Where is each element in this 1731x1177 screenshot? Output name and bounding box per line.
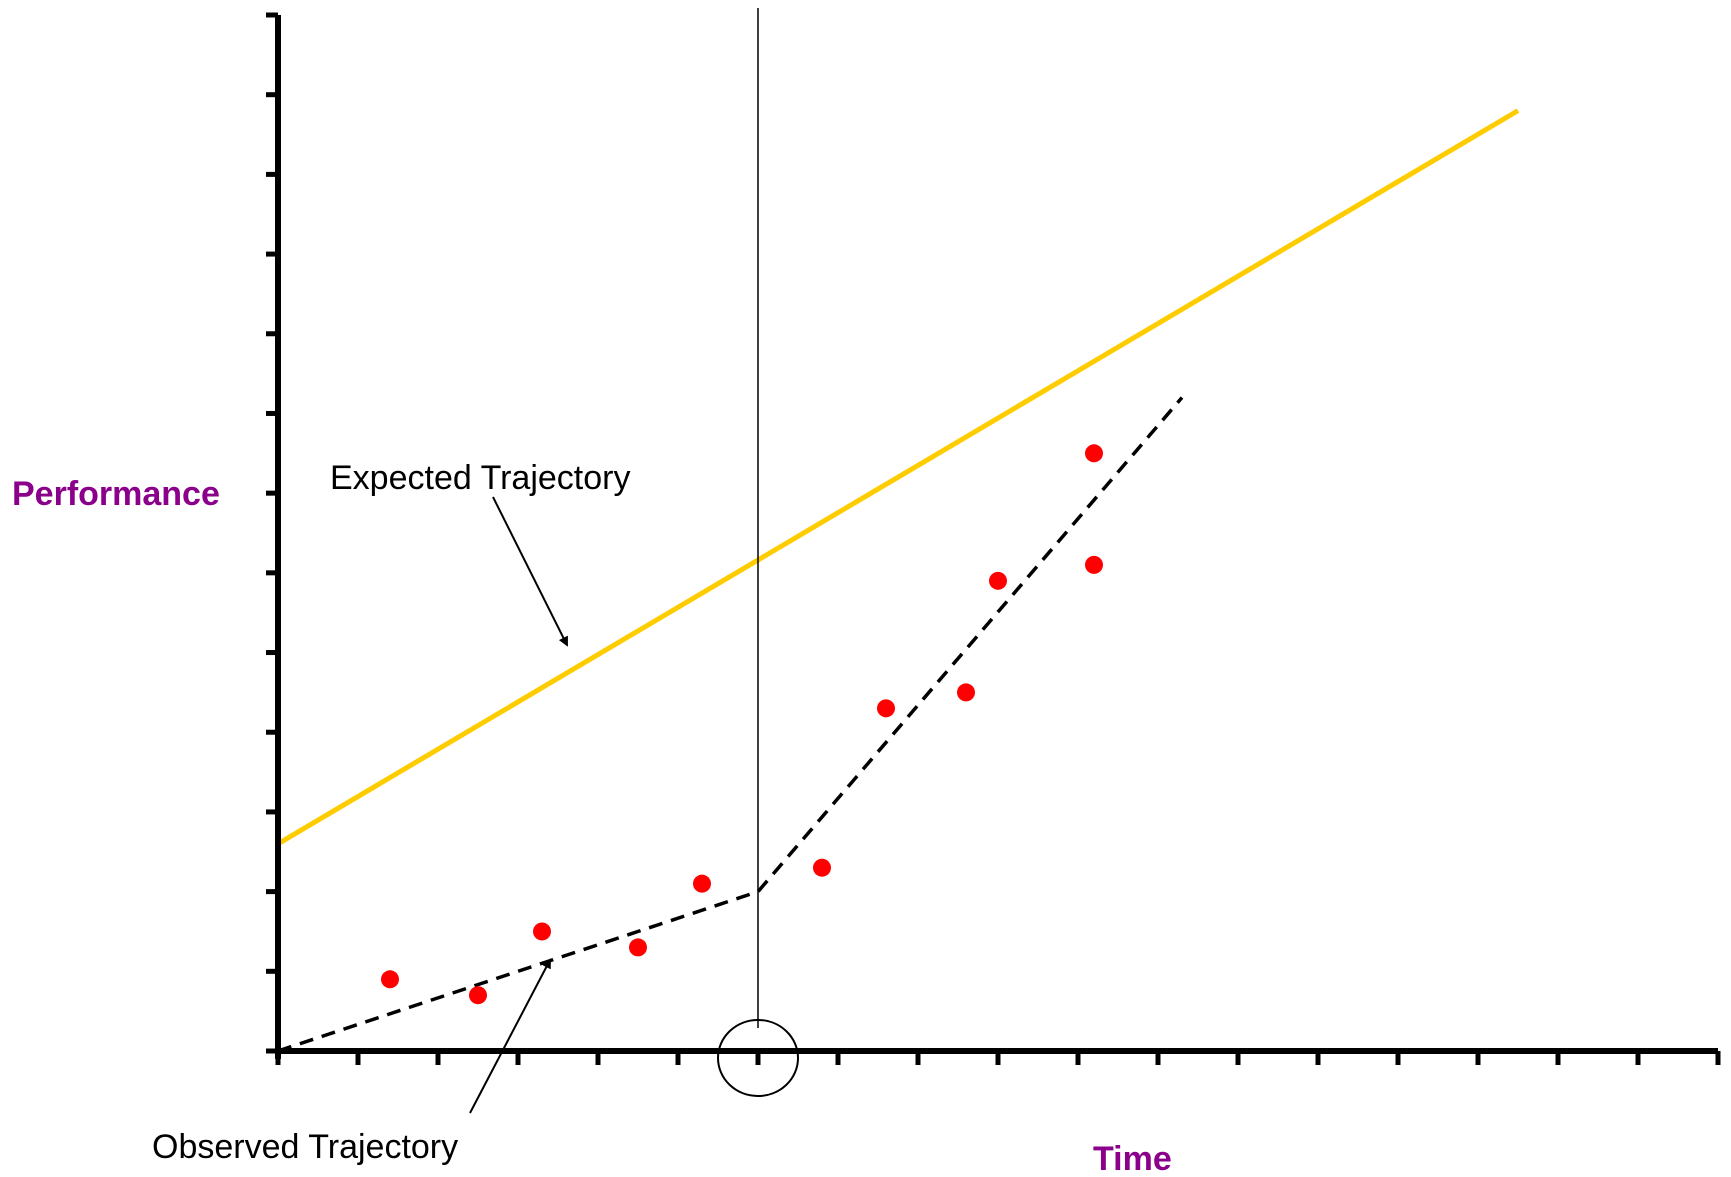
axes <box>266 12 1721 1065</box>
data-point <box>1085 555 1103 574</box>
trajectory-lines <box>276 8 1520 1097</box>
data-point <box>877 699 895 718</box>
expected-trajectory-label: Expected Trajectory <box>330 459 630 497</box>
x-axis-title: Time <box>1093 1140 1172 1177</box>
observed-trajectory-arrow <box>469 958 551 1114</box>
data-points <box>381 444 1103 1005</box>
data-point <box>469 986 487 1005</box>
y-axis-title: Performance <box>12 475 220 513</box>
data-point <box>957 683 975 702</box>
expected-trajectory-line <box>276 108 1520 846</box>
observed-trajectory-line <box>277 396 1184 1053</box>
intervention-marker-circle <box>717 1019 799 1097</box>
data-point <box>1085 444 1103 463</box>
data-point <box>989 571 1007 590</box>
data-point <box>629 938 647 957</box>
expected-trajectory-arrow <box>492 496 568 647</box>
data-point <box>813 858 831 877</box>
data-point <box>381 970 399 989</box>
observed-trajectory-label: Observed Trajectory <box>152 1128 458 1166</box>
data-point <box>533 922 551 941</box>
annotations <box>469 496 568 1114</box>
data-point <box>693 874 711 893</box>
